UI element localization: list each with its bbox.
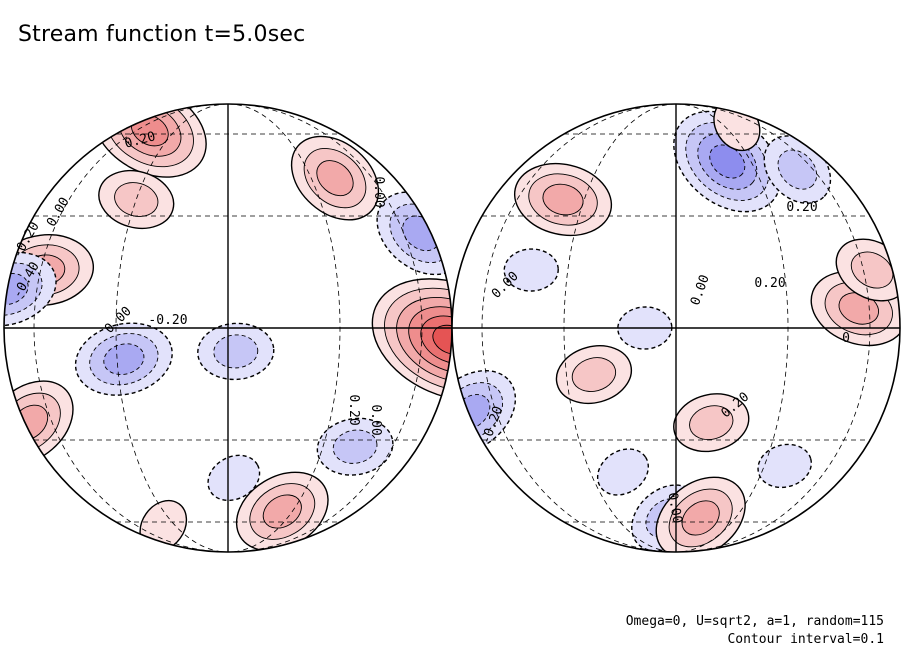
extremum-high-6 (235, 471, 329, 552)
extremum-low-10 (74, 322, 173, 396)
extremum-low-13 (207, 454, 261, 502)
extremum-low-4 (503, 248, 559, 292)
contour-interval-note: Contour interval=0.1 (727, 632, 884, 647)
chart-title: Stream function t=5.0sec (18, 22, 306, 47)
contour-label: 0.20 (346, 394, 361, 425)
extremum-low-7 (757, 443, 813, 489)
contour-label: 0.00 (664, 491, 684, 524)
left-hemisphere: 0.200.00-0.20-0.400.00 -0.200.000.20 0.00 (3, 103, 453, 553)
contour-label: 0 (842, 331, 850, 346)
contour-label: -0.20 (148, 313, 187, 328)
extremum-high-4 (98, 169, 175, 230)
extremum-high-8 (513, 162, 613, 237)
contour-label: 0.00 (371, 176, 386, 207)
extremum-low-12 (316, 417, 394, 476)
extremum-high-9 (555, 345, 633, 405)
extremum-high-2 (290, 135, 380, 221)
extremum-high-12 (673, 393, 750, 453)
extremum-high-13 (655, 476, 746, 552)
contour-label: 0.20 (754, 276, 785, 291)
extremum-low-9 (4, 251, 57, 327)
graticule (452, 104, 900, 552)
parameter-note: Omega=0, U=sqrt2, a=1, random=115 (625, 614, 884, 629)
extremum-low-6 (596, 448, 650, 496)
contour-label: 0.20 (786, 200, 817, 215)
graticule (4, 104, 452, 552)
hemisphere-outline (451, 103, 901, 553)
extremum-low-11 (197, 322, 275, 381)
contour-label: 0.00 (368, 404, 383, 435)
